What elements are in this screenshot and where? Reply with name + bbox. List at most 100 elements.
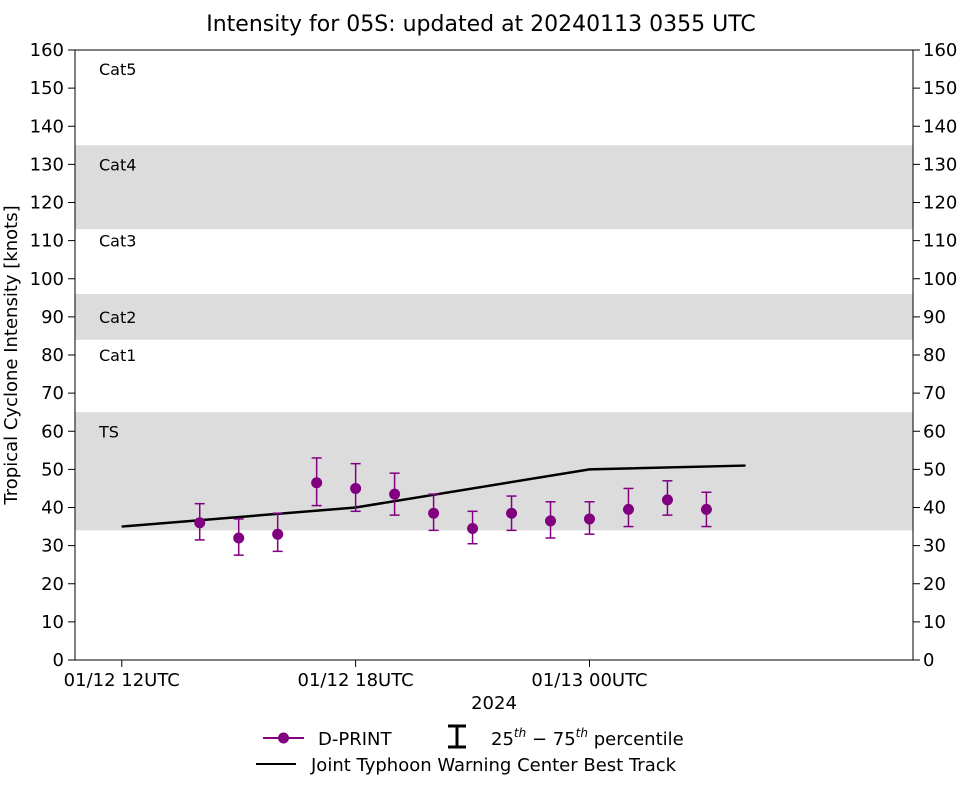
- dprint-point: [506, 507, 518, 519]
- dprint-point-group: [428, 493, 440, 532]
- y-tick-label-right: 80: [923, 345, 946, 366]
- y-tick-label-right: 50: [923, 459, 946, 480]
- category-label-cat3: Cat3: [99, 232, 136, 251]
- y-tick-label-left: 150: [30, 78, 64, 99]
- chart-title: Intensity for 05S: updated at 20240113 0…: [206, 12, 756, 37]
- dprint-point-group: [350, 462, 362, 513]
- y-tick-label-right: 90: [923, 307, 946, 328]
- dprint-series: [194, 457, 712, 556]
- x-axis: 01/12 12UTC 01/12 18UTC 01/13 00UTC: [64, 660, 648, 691]
- category-label-cat2: Cat2: [99, 308, 136, 327]
- legend-errorbar-post: percentile: [588, 729, 684, 750]
- legend-errorbar-sup1: th: [514, 726, 526, 740]
- band-cat2: [75, 294, 913, 340]
- y-tick-label-right: 70: [923, 383, 946, 404]
- x-tick-label: 01/12 18UTC: [298, 670, 414, 691]
- y-tick-label-right: 60: [923, 421, 946, 442]
- legend-errorbar-pre: 25: [491, 729, 514, 750]
- category-bands: [75, 145, 913, 531]
- y-tick-label-right: 160: [923, 40, 957, 61]
- y-tick-label-left: 120: [30, 193, 64, 214]
- y-tick-label-right: 40: [923, 498, 946, 519]
- best-track-vertex: [744, 465, 746, 467]
- y-tick-label-right: 140: [923, 116, 957, 137]
- dprint-point: [661, 494, 673, 506]
- y-tick-label-right: 130: [923, 154, 957, 175]
- y-tick-label-right: 110: [923, 231, 957, 252]
- dprint-point: [311, 477, 323, 489]
- category-label-cat1: Cat1: [99, 346, 136, 365]
- dprint-point: [622, 503, 634, 515]
- y-tick-label-left: 10: [41, 612, 64, 633]
- y-tick-label-left: 80: [41, 345, 64, 366]
- y-tick-label-left: 40: [41, 498, 64, 519]
- band-ts: [75, 412, 913, 531]
- y-tick-label-right: 120: [923, 193, 957, 214]
- best-track-vertex: [121, 526, 123, 528]
- dprint-point: [233, 532, 245, 544]
- y-axis-right: 0 10 20 30 40 50 60 70 80 90 100 110 120 130 140 150 160: [913, 40, 957, 671]
- band-cat4: [75, 145, 913, 230]
- y-tick-label-left: 90: [41, 307, 64, 328]
- y-tick-label-left: 160: [30, 40, 64, 61]
- dprint-point-group: [389, 472, 401, 516]
- dprint-point: [428, 507, 440, 519]
- category-label-ts: TS: [98, 422, 119, 441]
- y-tick-label-left: 50: [41, 459, 64, 480]
- legend-errorbar-label: 25th − 75th percentile: [491, 726, 684, 750]
- y-tick-label-left: 130: [30, 154, 64, 175]
- dprint-point: [467, 522, 479, 534]
- legend: D-PRINT 25th − 75th percentile Joint Typ…: [256, 724, 684, 776]
- legend-errorbar-mid: − 75: [526, 729, 575, 750]
- dprint-point-group: [506, 495, 518, 532]
- dprint-point-group: [233, 518, 245, 556]
- dprint-point-group: [272, 512, 284, 553]
- y-tick-label-left: 0: [53, 650, 64, 671]
- y-tick-label-left: 70: [41, 383, 64, 404]
- dprint-point-group: [622, 487, 634, 528]
- dprint-point: [272, 528, 284, 540]
- dprint-point-group: [311, 457, 323, 507]
- category-labels: TS Cat1 Cat2 Cat3 Cat4 Cat5: [98, 60, 136, 441]
- legend-dprint-marker: [278, 732, 289, 744]
- y-tick-label-right: 20: [923, 574, 946, 595]
- dprint-point: [389, 488, 401, 500]
- y-axis-left: 0 10 20 30 40 50 60 70 80 90 100 110 120 130 140 150 160: [30, 40, 75, 671]
- dprint-point-group: [467, 510, 479, 545]
- plot-frame: [74, 49, 914, 661]
- y-tick-label-left: 100: [30, 269, 64, 290]
- y-tick-label-right: 30: [923, 536, 946, 557]
- x-tick-label: 01/13 00UTC: [531, 670, 647, 691]
- x-axis-label: 2024: [471, 693, 517, 714]
- dprint-point: [583, 513, 595, 525]
- y-tick-label-left: 60: [41, 421, 64, 442]
- y-tick-label-left: 20: [41, 574, 64, 595]
- legend-errorbar-icon: [448, 724, 466, 749]
- dprint-point-group: [661, 480, 673, 516]
- legend-best-track-label: Joint Typhoon Warning Center Best Track: [310, 755, 677, 776]
- y-tick-label-left: 140: [30, 116, 64, 137]
- dprint-point-group: [583, 501, 595, 535]
- y-axis-label: Tropical Cyclone Intensity [knots]: [1, 205, 22, 505]
- legend-errorbar-sup2: th: [576, 726, 588, 740]
- y-tick-label-left: 110: [30, 231, 64, 252]
- dprint-point: [350, 482, 362, 494]
- dprint-point: [700, 503, 712, 515]
- dprint-point-group: [194, 502, 206, 541]
- y-tick-label-right: 10: [923, 612, 946, 633]
- dprint-point-group: [545, 501, 557, 539]
- category-label-cat4: Cat4: [99, 155, 136, 174]
- y-tick-label-right: 100: [923, 269, 957, 290]
- y-tick-label-right: 0: [923, 650, 934, 671]
- y-tick-label-left: 30: [41, 536, 64, 557]
- legend-dprint-label: D-PRINT: [318, 729, 392, 750]
- y-tick-label-right: 150: [923, 78, 957, 99]
- dprint-point-group: [700, 491, 712, 528]
- category-label-cat5: Cat5: [99, 60, 136, 79]
- dprint-point: [545, 515, 557, 527]
- dprint-point: [194, 517, 206, 529]
- best-track-series: [121, 464, 746, 528]
- best-track-line: [121, 464, 746, 528]
- best-track-vertex: [588, 468, 590, 470]
